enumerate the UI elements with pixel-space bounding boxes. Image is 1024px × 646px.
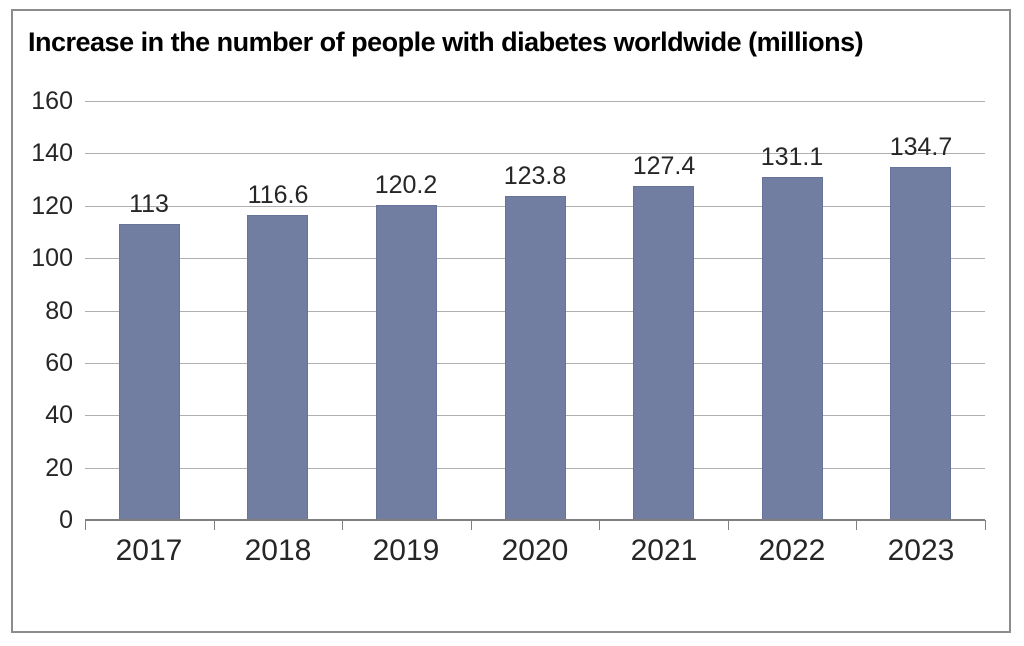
x-axis-tick xyxy=(856,520,857,530)
x-axis-tick xyxy=(471,520,472,530)
x-tick-label: 2019 xyxy=(372,534,440,567)
chart-title: Increase in the number of people with di… xyxy=(28,27,864,57)
bar-2022 xyxy=(762,177,823,520)
bar-2018 xyxy=(247,215,308,520)
gridline-140 xyxy=(85,153,985,155)
x-tick-label: 2021 xyxy=(630,534,698,567)
x-axis-tick xyxy=(342,520,343,530)
gridline-160 xyxy=(85,101,985,102)
y-tick-label: 60 xyxy=(45,348,73,377)
x-axis-tick xyxy=(599,520,600,530)
bar-value-label: 134.7 xyxy=(889,133,953,161)
x-axis-tick xyxy=(214,520,215,530)
bar-value-label: 120.2 xyxy=(374,171,438,199)
y-tick-label: 40 xyxy=(45,401,73,430)
x-axis-line xyxy=(85,519,985,521)
bar-2023 xyxy=(890,167,951,520)
y-tick-label: 120 xyxy=(31,191,73,220)
chart-frame: Increase in the number of people with di… xyxy=(11,9,1011,633)
x-tick-label: 2020 xyxy=(501,534,569,567)
y-tick-label: 100 xyxy=(31,244,73,273)
y-tick-label: 140 xyxy=(31,139,73,168)
bar-value-label: 116.6 xyxy=(247,181,309,209)
y-tick-label: 20 xyxy=(45,453,73,482)
x-tick-label: 2023 xyxy=(887,534,955,567)
y-tick-label: 80 xyxy=(45,296,73,325)
x-tick-label: 2022 xyxy=(758,534,826,567)
x-tick-label: 2018 xyxy=(244,534,312,567)
x-axis-tick xyxy=(985,520,986,530)
x-axis-tick xyxy=(85,520,86,530)
bar-value-label: 127.4 xyxy=(632,152,696,180)
plot-area: 113 116.6 120.2 123.8 127.4 131.1 134.7 xyxy=(85,101,985,521)
bar-value-label: 131.1 xyxy=(760,143,824,171)
bar-2019 xyxy=(376,205,437,520)
bar-2017 xyxy=(119,224,180,520)
bar-value-label: 113 xyxy=(129,190,169,218)
y-tick-label: 160 xyxy=(31,87,73,115)
x-axis-tick xyxy=(728,520,729,530)
y-tick-label: 0 xyxy=(59,506,73,534)
bar-2021 xyxy=(633,186,694,520)
bar-value-label: 123.8 xyxy=(503,162,567,190)
x-tick-label: 2017 xyxy=(115,534,183,567)
bar-2020 xyxy=(505,196,566,520)
